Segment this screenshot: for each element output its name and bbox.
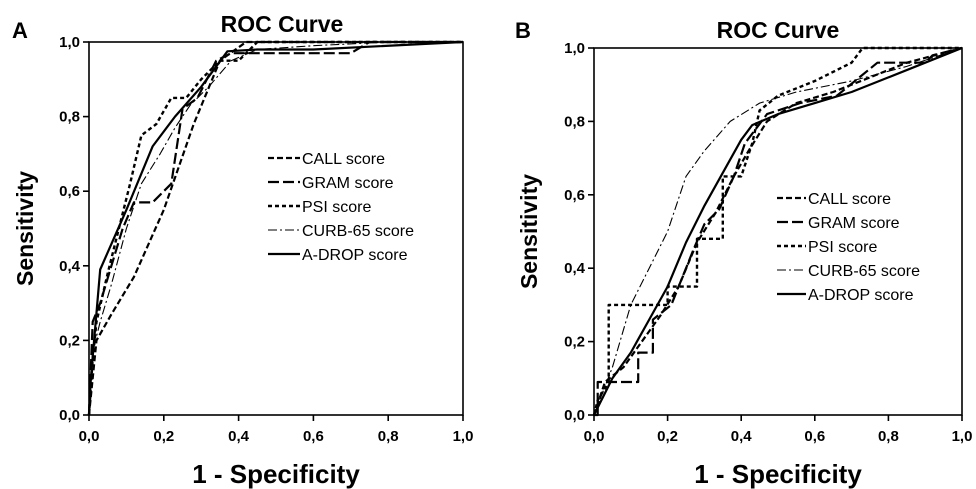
x-tick-label: 0,8 xyxy=(378,428,399,445)
y-tick-label: 1,0 xyxy=(59,34,80,51)
y-tick-label: 0,8 xyxy=(59,109,80,126)
series-line-a-drop-score xyxy=(87,40,464,416)
legend-label: PSI score xyxy=(302,199,371,216)
y-tick-label: 0,4 xyxy=(59,258,81,275)
x-tick-label: 1,0 xyxy=(952,428,973,445)
legend-label: CURB-65 score xyxy=(808,263,920,280)
y-tick-label: 0,0 xyxy=(564,407,585,424)
x-tick-label: 0,4 xyxy=(228,428,250,445)
y-tick-label: 0,2 xyxy=(564,334,585,351)
chart-panel-a: A ROC Curve 0,0 0,2 0,4 0,6 0,8 1,0 0,0 0,2 0,4 0,6… xyxy=(12,11,473,489)
legend-label: CALL score xyxy=(808,191,891,208)
x-tick-label: 1,0 xyxy=(453,428,474,445)
x-tick-label: 0,4 xyxy=(731,428,753,445)
y-tick-label: 0,4 xyxy=(564,260,586,277)
y-axis-label: Sensitivity xyxy=(516,174,542,289)
legend-label: GRAM score xyxy=(302,175,394,192)
series-line-curb-65-score xyxy=(593,47,963,416)
x-tick-label: 0,6 xyxy=(303,428,324,445)
plot-frame xyxy=(593,47,963,416)
legend-label: A-DROP score xyxy=(808,287,914,304)
x-tick-label: 0,0 xyxy=(79,428,100,445)
x-tick-label: 0,0 xyxy=(584,428,605,445)
y-tick-label: 1,0 xyxy=(564,40,585,57)
series-line-psi-score xyxy=(87,40,463,416)
legend-label: CURB-65 score xyxy=(302,223,414,240)
legend-label: PSI score xyxy=(808,239,877,256)
series-line-gram-score xyxy=(594,46,963,417)
panel-label: A xyxy=(12,18,28,43)
legend-label: A-DROP score xyxy=(302,247,408,264)
y-tick-label: 0,0 xyxy=(59,407,80,424)
series-line-a-drop-score xyxy=(593,46,963,416)
legend-label: GRAM score xyxy=(808,215,900,232)
x-axis-label: 1 - Specificity xyxy=(694,459,862,489)
chart-title: ROC Curve xyxy=(221,11,344,37)
y-tick-label: 0,6 xyxy=(564,187,585,204)
series-line-psi-score xyxy=(592,46,962,416)
x-tick-label: 0,2 xyxy=(153,428,174,445)
y-tick-label: 0,2 xyxy=(59,332,80,349)
y-tick-label: 0,6 xyxy=(59,183,80,200)
panel-label: B xyxy=(515,18,531,43)
chart-panel-b: B ROC Curve 0,0 0,2 0,4 0,6 0,8 1,0 0,0 0,2 0,4 0,6… xyxy=(515,17,972,489)
x-tick-label: 0,8 xyxy=(878,428,899,445)
legend-label: CALL score xyxy=(302,151,385,168)
x-tick-label: 0,2 xyxy=(657,428,678,445)
y-tick-label: 0,8 xyxy=(564,113,585,130)
x-axis-label: 1 - Specificity xyxy=(192,459,360,489)
y-axis-label: Sensitivity xyxy=(12,171,38,286)
x-tick-label: 0,6 xyxy=(804,428,825,445)
chart-title: ROC Curve xyxy=(717,17,840,43)
series-line-curb-65-score xyxy=(88,41,463,416)
series-line-call-score xyxy=(592,46,963,416)
